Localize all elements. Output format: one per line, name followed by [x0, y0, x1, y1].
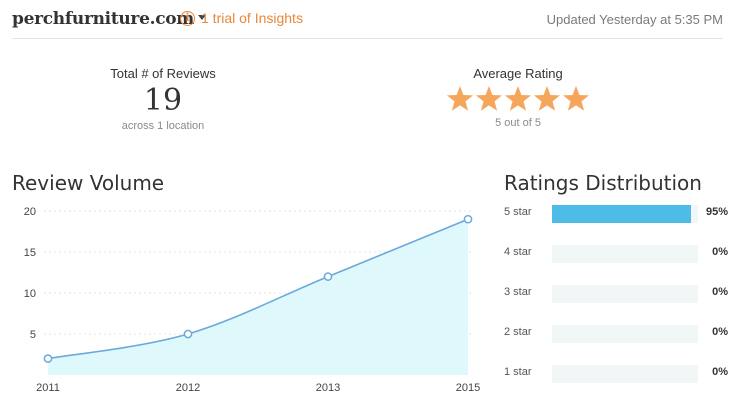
- rating-stars: [438, 85, 598, 115]
- y-tick-label: 15: [24, 247, 36, 259]
- star-icon: [447, 86, 473, 111]
- total-reviews-value: 19: [143, 83, 183, 118]
- rating-row-percent: 0%: [712, 286, 728, 298]
- average-rating-label: Average Rating: [473, 66, 563, 81]
- data-point[interactable]: [43, 354, 53, 363]
- area-fill: [48, 219, 468, 375]
- rating-row: 4 star 0%: [504, 243, 734, 263]
- average-rating-sub: 5 out of 5: [495, 117, 541, 129]
- rating-row-percent: 0%: [712, 366, 728, 378]
- rating-row-percent: 0%: [712, 326, 728, 338]
- trial-label: 1 trial of Insights: [201, 10, 303, 26]
- rating-bar-track: [552, 365, 698, 383]
- rating-row-label: 2 star: [504, 326, 532, 338]
- y-tick-label: 5: [30, 329, 36, 341]
- ratings-distribution-title: Ratings Distribution: [504, 171, 702, 195]
- rating-row: 5 star 95%: [504, 203, 734, 223]
- review-volume-chart: 5 10 15 20 2011 2012 2013 2015: [24, 206, 480, 394]
- info-icon: i: [180, 10, 195, 26]
- rating-bar-track: [552, 205, 698, 223]
- rating-row-label: 3 star: [504, 286, 532, 298]
- trial-link[interactable]: i 1 trial of Insights: [180, 10, 303, 27]
- average-rating-stat: Average Rating 5 out of 5: [438, 66, 598, 129]
- data-point[interactable]: [183, 329, 193, 339]
- x-tick-label: 2013: [316, 382, 340, 394]
- x-tick-label: 2012: [176, 382, 200, 394]
- chevron-down-icon: [198, 15, 206, 20]
- total-reviews-stat: Total # of Reviews 19 across 1 location: [93, 66, 233, 132]
- x-tick-label: 2011: [36, 382, 60, 394]
- star-icon: [563, 86, 589, 111]
- rating-row-percent: 95%: [705, 206, 728, 218]
- rating-row-label: 1 star: [504, 366, 532, 378]
- rating-bar-track: [552, 245, 698, 263]
- rating-row-label: 4 star: [504, 246, 532, 258]
- review-volume-title: Review Volume: [12, 171, 165, 195]
- y-tick-label: 20: [24, 206, 36, 218]
- y-tick-label: 10: [24, 288, 36, 300]
- rating-row: 3 star 0%: [504, 283, 734, 303]
- rating-bar-fill: [552, 205, 691, 223]
- series-line: [47, 218, 469, 360]
- rating-bar-track: [552, 285, 698, 303]
- site-name: perchfurniture.com: [12, 9, 194, 29]
- rating-bar-track: [552, 325, 698, 343]
- star-icon: [476, 86, 502, 111]
- data-point[interactable]: [323, 272, 333, 281]
- site-selector[interactable]: perchfurniture.com: [12, 9, 206, 29]
- star-icon: [505, 86, 531, 111]
- header-divider: [12, 38, 723, 39]
- x-tick-label: 2015: [456, 382, 480, 394]
- rating-row-percent: 0%: [712, 246, 728, 258]
- rating-row: 2 star 0%: [504, 323, 734, 343]
- updated-timestamp: Updated Yesterday at 5:35 PM: [546, 12, 723, 27]
- star-icon: [534, 86, 560, 111]
- total-reviews-sub: across 1 location: [121, 120, 205, 132]
- rating-row: 1 star 0%: [504, 363, 734, 383]
- rating-row-label: 5 star: [504, 206, 532, 218]
- data-point[interactable]: [463, 214, 473, 224]
- total-reviews-label: Total # of Reviews: [110, 66, 216, 81]
